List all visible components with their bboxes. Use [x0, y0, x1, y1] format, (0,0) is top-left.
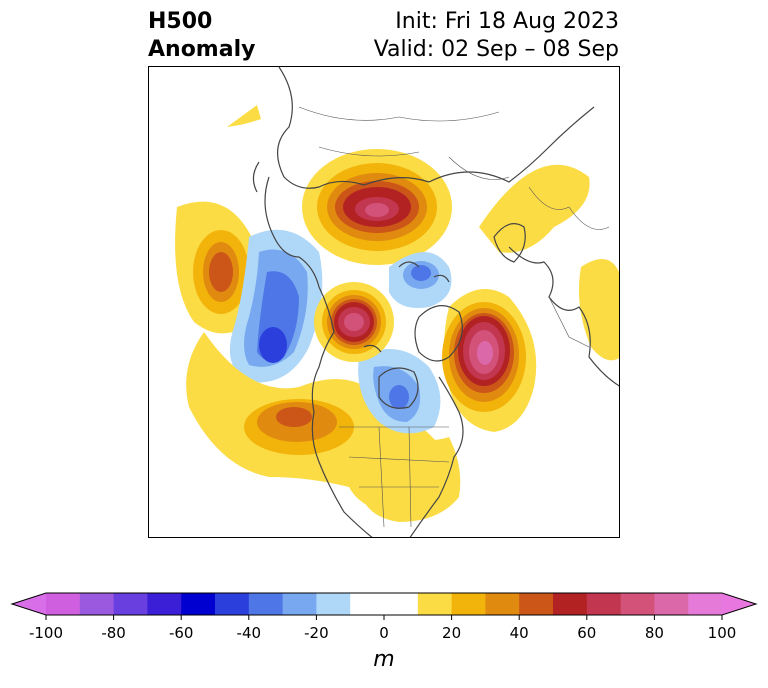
colorbar-tick-label: 60	[577, 624, 596, 642]
anomaly-north-america	[358, 427, 461, 522]
colorbar-segment	[654, 593, 689, 615]
title-right: Init: Fri 18 Aug 2023 Valid: 02 Sep – 08…	[374, 8, 619, 64]
colorbar-segment	[113, 593, 148, 615]
title-left: H500 Anomaly	[148, 8, 255, 64]
colorbar-segments	[46, 593, 723, 615]
colorbar-segment	[586, 593, 622, 615]
colorbar-segment	[620, 593, 655, 615]
colorbar-tick-label: -60	[169, 624, 194, 642]
anomaly-map	[148, 66, 620, 538]
colorbar-segment	[519, 593, 554, 615]
colorbar-segment	[79, 593, 115, 615]
colorbar-segment	[316, 593, 351, 615]
anomaly-bering-low	[229, 229, 323, 383]
colorbar-segment	[282, 593, 317, 615]
colorbar-svg: -100 -80 -60 -40 -20 0 20 40 60 80 100 m	[10, 592, 758, 672]
colorbar-tick-label: 80	[645, 624, 664, 642]
anomaly-east-edge	[578, 259, 619, 361]
coastlines	[252, 67, 619, 537]
colorbar-tick-label: 40	[510, 624, 529, 642]
title-field: Anomaly	[148, 37, 256, 62]
colorbar-segment	[485, 593, 520, 615]
colorbar-segment	[181, 593, 216, 615]
colorbar-segment	[248, 593, 284, 615]
colorbar-segment	[451, 593, 486, 615]
colorbar: -100 -80 -60 -40 -20 0 20 40 60 80 100 m	[0, 584, 768, 684]
colorbar-tick-label: -80	[101, 624, 126, 642]
colorbar-segment	[417, 593, 453, 615]
anomaly-east-siberia-low	[389, 252, 452, 308]
anomaly-north-atlantic	[442, 289, 537, 432]
colorbar-segment	[688, 593, 723, 615]
colorbar-segment	[46, 593, 81, 615]
colorbar-tick-label: -100	[29, 624, 63, 642]
anomaly-north-pacific	[175, 201, 260, 334]
colorbar-segment	[350, 593, 419, 615]
colorbar-tick-label: 100	[708, 624, 737, 642]
colorbar-tick-label: -40	[237, 624, 262, 642]
colorbar-segment	[147, 593, 182, 615]
anomaly-gulf-of-alaska	[244, 399, 354, 455]
colorbar-tick-label: -20	[304, 624, 329, 642]
colorbar-tick-label: 0	[379, 624, 389, 642]
anomaly-small-patch	[227, 105, 261, 127]
colorbar-unit: m	[373, 647, 394, 672]
title-variable: H500	[148, 9, 213, 34]
anomaly-hudson-low	[358, 349, 441, 434]
colorbar-tick-label: 20	[442, 624, 461, 642]
anomaly-europe-band	[479, 164, 590, 253]
colorbar-extend-low	[12, 593, 46, 615]
init-date: Init: Fri 18 Aug 2023	[395, 9, 619, 34]
colorbar-segment	[215, 593, 250, 615]
anomaly-siberia	[302, 149, 452, 265]
map-svg	[175, 67, 619, 537]
valid-range: Valid: 02 Sep – 08 Sep	[373, 37, 619, 62]
anomaly-arctic-high	[314, 282, 394, 362]
colorbar-ticks: -100 -80 -60 -40 -20 0 20 40 60 80 100	[29, 615, 736, 642]
colorbar-extend-high	[722, 593, 756, 615]
borders	[298, 106, 610, 528]
colorbar-segment	[553, 593, 588, 615]
